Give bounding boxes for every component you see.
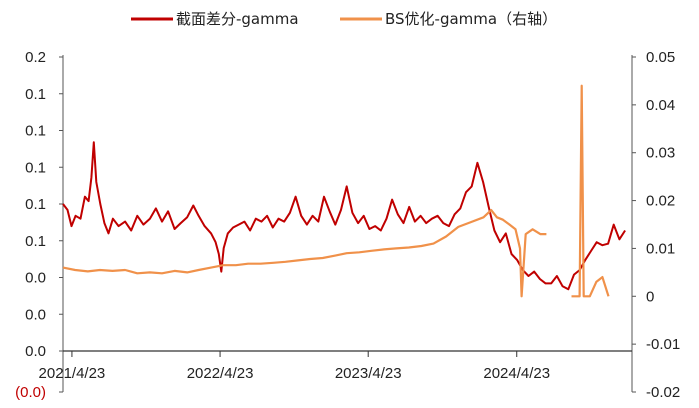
right-tick-label: -0.01: [646, 336, 680, 353]
legend-label-2: BS优化-gamma（右轴）: [385, 10, 557, 28]
right-tick-label: 0.01: [646, 240, 675, 257]
right-tick-label: 0.05: [646, 49, 675, 66]
left-tick-label: 0.0: [25, 270, 46, 287]
x-tick-label: 2022/4/23: [187, 365, 254, 382]
x-tick-label: 2023/4/23: [335, 365, 402, 382]
left-tick-label: (0.0): [15, 384, 46, 401]
right-axis: -0.02 -0.01 0 0.01 0.02 0.03 0.04 0.05: [631, 49, 680, 401]
left-axis: (0.0) 0.0 0.0 0.0 0.1 0.1 0.1 0.1 0.1 0.2: [15, 49, 64, 401]
right-tick-label: 0.03: [646, 145, 675, 162]
legend: 截面差分-gamma BS优化-gamma（右轴）: [131, 10, 557, 28]
left-tick-label: 0.1: [25, 86, 46, 103]
series-line-1: [62, 141, 626, 291]
legend-label-1: 截面差分-gamma: [176, 10, 299, 28]
series-line-2: [62, 84, 610, 298]
right-tick-label: 0: [646, 288, 654, 305]
left-tick-label: 0.1: [25, 159, 46, 176]
left-tick-label: 0.1: [25, 196, 46, 213]
left-tick-label: 0.2: [25, 49, 46, 66]
right-tick-label: -0.02: [646, 384, 680, 401]
x-axis: 2021/4/23 2022/4/23 2023/4/23 2024/4/23: [39, 350, 632, 382]
x-tick-label: 2024/4/23: [483, 365, 550, 382]
x-tick-label: 2021/4/23: [39, 365, 106, 382]
series-lines: [62, 84, 626, 298]
left-tick-label: 0.0: [25, 306, 46, 323]
left-tick-label: 0.0: [25, 343, 46, 360]
right-tick-label: 0.04: [646, 97, 675, 114]
right-tick-label: 0.02: [646, 193, 675, 210]
left-tick-label: 0.1: [25, 233, 46, 250]
left-tick-label: 0.1: [25, 123, 46, 140]
